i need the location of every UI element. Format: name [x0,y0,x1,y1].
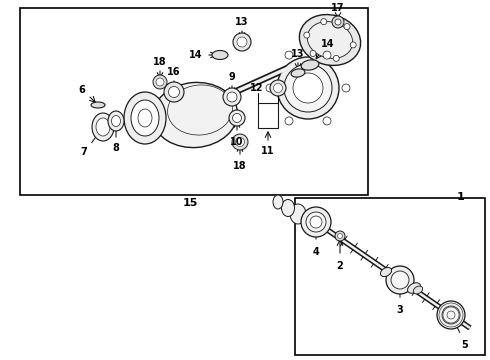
Ellipse shape [307,22,353,58]
Ellipse shape [131,100,159,136]
Circle shape [310,50,316,57]
Circle shape [342,84,350,92]
Text: 16: 16 [167,67,181,77]
Circle shape [285,51,293,59]
Ellipse shape [386,266,414,294]
Ellipse shape [153,75,167,89]
Text: 17: 17 [331,3,345,13]
Circle shape [266,84,274,92]
Text: 7: 7 [81,147,87,157]
Text: 5: 5 [462,340,468,350]
Ellipse shape [414,286,423,294]
Ellipse shape [380,267,392,276]
Text: 1: 1 [457,192,465,202]
Ellipse shape [437,301,465,329]
Text: 10: 10 [230,137,244,147]
Circle shape [323,51,331,59]
Ellipse shape [299,14,361,66]
Circle shape [321,19,327,24]
Text: 18: 18 [153,57,167,67]
Ellipse shape [227,92,237,102]
Text: 12: 12 [250,83,264,93]
Circle shape [333,55,339,61]
Ellipse shape [164,82,184,102]
Text: 15: 15 [182,198,197,208]
Circle shape [332,16,344,28]
Ellipse shape [236,138,245,147]
Ellipse shape [291,69,305,77]
Ellipse shape [290,204,306,224]
Text: 14: 14 [189,50,203,60]
Ellipse shape [306,212,326,232]
Ellipse shape [442,306,460,324]
Ellipse shape [277,57,339,119]
Ellipse shape [152,82,238,148]
Ellipse shape [270,80,286,96]
Bar [295,198,485,355]
Ellipse shape [112,116,121,126]
Ellipse shape [273,84,283,93]
Text: 11: 11 [261,146,275,156]
Ellipse shape [293,73,323,103]
Ellipse shape [335,231,345,241]
Ellipse shape [91,102,105,108]
Circle shape [323,117,331,125]
Ellipse shape [281,199,294,216]
Ellipse shape [273,195,283,209]
Ellipse shape [310,216,322,228]
Text: 13: 13 [291,49,305,59]
Text: 4: 4 [313,247,319,257]
Circle shape [350,42,356,48]
Ellipse shape [391,271,409,289]
Circle shape [335,19,341,25]
Bar [20,8,368,195]
Ellipse shape [168,85,232,135]
Ellipse shape [232,113,242,122]
Ellipse shape [124,92,166,144]
Ellipse shape [212,50,228,59]
Circle shape [304,32,310,38]
Ellipse shape [338,234,343,238]
Ellipse shape [301,60,319,70]
Text: 9: 9 [229,72,235,82]
Circle shape [344,23,350,30]
Ellipse shape [138,109,152,127]
Text: 18: 18 [233,161,247,171]
Text: 6: 6 [78,85,85,95]
Ellipse shape [301,207,331,237]
Ellipse shape [108,111,124,131]
Ellipse shape [232,134,248,150]
Ellipse shape [96,118,110,136]
Text: 3: 3 [396,305,403,315]
Ellipse shape [169,86,179,98]
Text: 8: 8 [113,143,120,153]
Ellipse shape [92,113,114,141]
Ellipse shape [233,33,251,51]
Ellipse shape [284,64,332,112]
Bar [258,103,278,128]
Text: 2: 2 [337,261,343,271]
Text: 13: 13 [235,17,249,27]
Ellipse shape [237,37,247,47]
Ellipse shape [229,110,245,126]
Ellipse shape [223,88,241,106]
Circle shape [285,117,293,125]
Ellipse shape [408,283,420,293]
Text: 14: 14 [321,39,335,49]
Ellipse shape [156,78,164,86]
